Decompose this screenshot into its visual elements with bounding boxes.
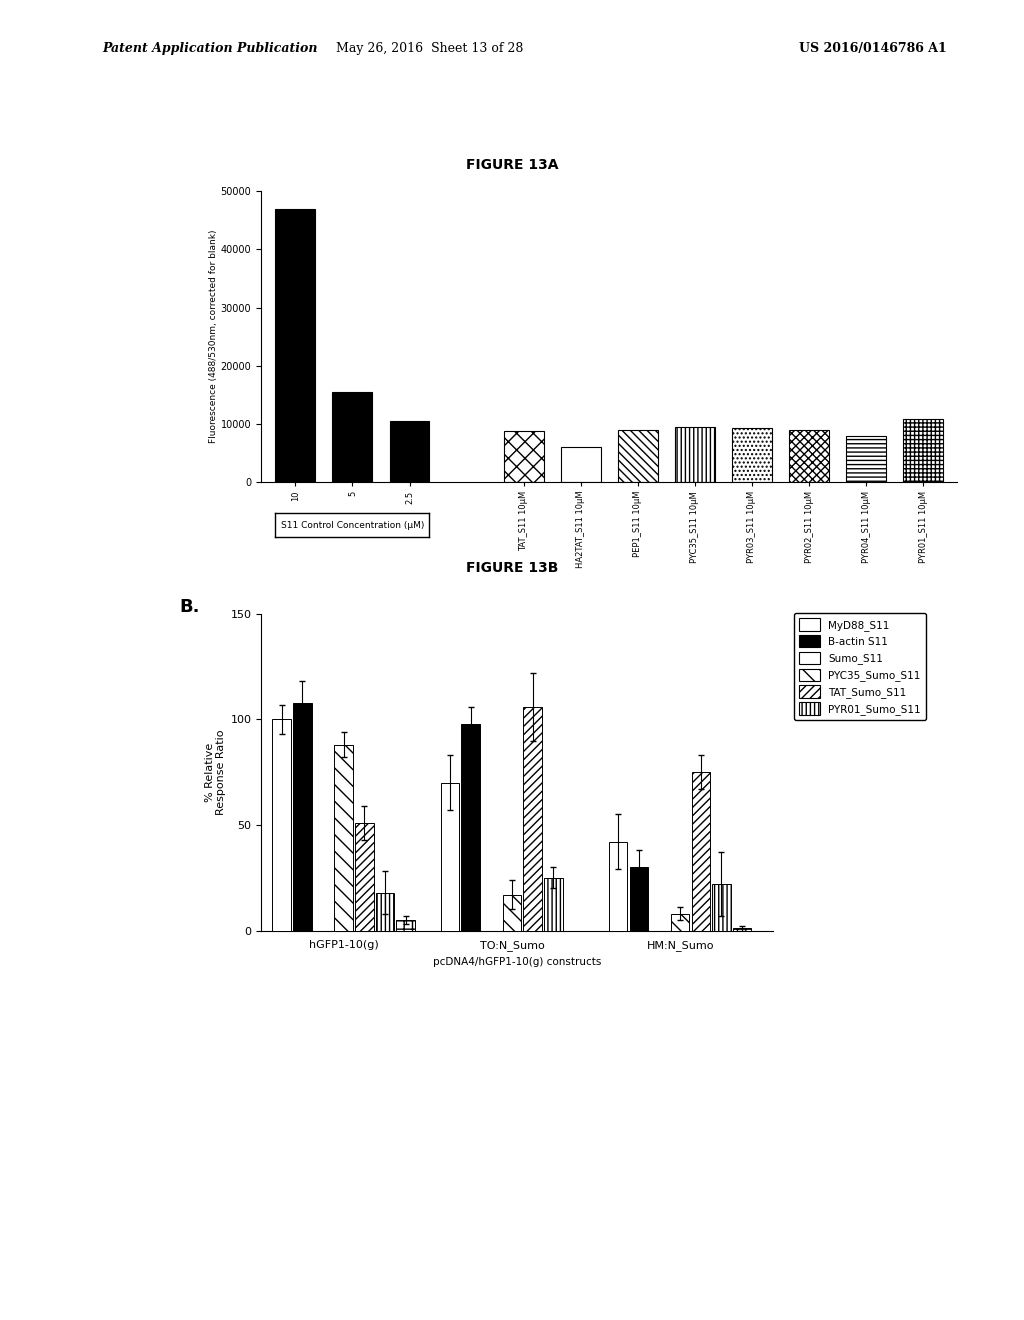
Bar <box>523 706 542 931</box>
Legend: MyD88_S11, B-actin S11, Sumo_S11, PYC35_Sumo_S11, TAT_Sumo_S11, PYR01_Sumo_S11: MyD88_S11, B-actin S11, Sumo_S11, PYC35_… <box>794 612 926 721</box>
Bar <box>561 447 601 482</box>
Bar <box>335 744 353 931</box>
Bar <box>712 884 731 931</box>
Text: US 2016/0146786 A1: US 2016/0146786 A1 <box>799 42 946 55</box>
Bar <box>389 421 429 482</box>
Bar <box>293 702 311 931</box>
Bar <box>846 437 886 482</box>
Bar <box>503 895 521 931</box>
Y-axis label: % Relative
Response Ratio: % Relative Response Ratio <box>205 730 226 814</box>
Bar <box>732 429 772 482</box>
Bar <box>376 892 394 931</box>
Bar <box>440 783 460 931</box>
X-axis label: pcDNA4/hGFP1-10(g) constructs: pcDNA4/hGFP1-10(g) constructs <box>433 957 601 966</box>
Bar <box>630 867 648 931</box>
Bar <box>462 723 480 931</box>
Bar <box>272 719 291 931</box>
Bar <box>790 429 829 482</box>
Text: FIGURE 13B: FIGURE 13B <box>466 561 558 576</box>
Bar <box>544 878 562 931</box>
Y-axis label: Fluorescence (488/530nm, corrected for blank): Fluorescence (488/530nm, corrected for b… <box>209 230 218 444</box>
Bar <box>671 913 689 931</box>
Text: FIGURE 13A: FIGURE 13A <box>466 158 558 173</box>
Text: Patent Application Publication: Patent Application Publication <box>102 42 317 55</box>
Bar <box>396 920 415 931</box>
Text: B.: B. <box>179 598 200 616</box>
Bar <box>355 822 374 931</box>
Bar <box>609 842 628 931</box>
Bar <box>733 928 752 931</box>
Bar <box>675 426 715 482</box>
Bar <box>504 430 544 482</box>
Bar <box>333 392 373 482</box>
Bar <box>275 209 315 482</box>
Text: May 26, 2016  Sheet 13 of 28: May 26, 2016 Sheet 13 of 28 <box>337 42 523 55</box>
Bar <box>691 772 710 931</box>
Bar <box>903 418 943 482</box>
Text: S11 Control Concentration (μM): S11 Control Concentration (μM) <box>281 521 424 529</box>
Bar <box>617 429 657 482</box>
